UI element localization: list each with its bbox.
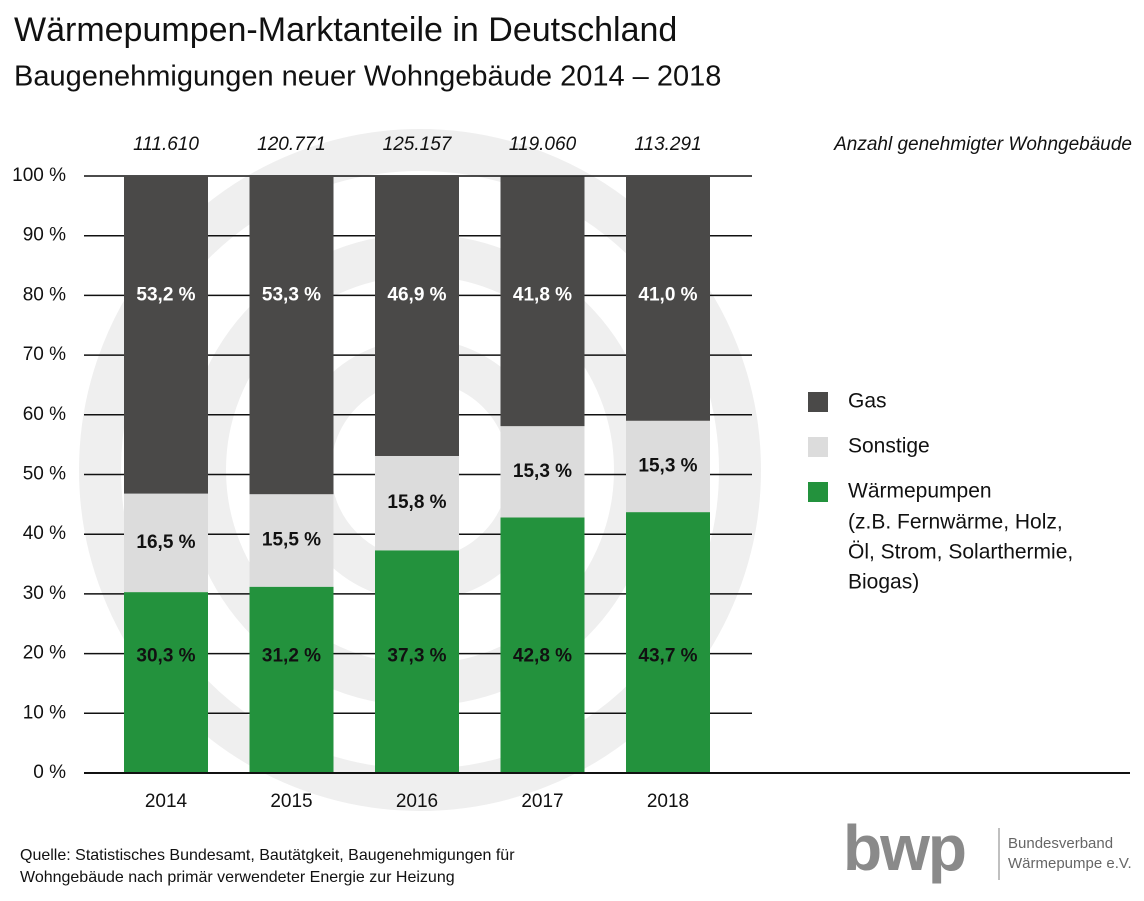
bar-segment <box>375 176 459 456</box>
bar-segment <box>249 586 334 773</box>
total-label: 125.157 <box>383 134 453 155</box>
value-label: 31,2 % <box>262 646 321 667</box>
y-tick-label: 0 % <box>33 762 66 783</box>
legend-detail: Öl, Strom, Solarthermie, <box>848 541 1073 564</box>
bar-segment <box>375 455 459 551</box>
value-label: 37,3 % <box>387 646 446 667</box>
y-tick-label: 10 % <box>23 702 66 723</box>
x-tick-label: 2018 <box>647 791 689 812</box>
value-label: 15,5 % <box>262 529 321 550</box>
y-tick-label: 50 % <box>23 464 66 485</box>
y-tick-label: 20 % <box>23 643 66 664</box>
logo-text: Bundesverband <box>1008 835 1113 852</box>
x-tick-label: 2015 <box>270 791 312 812</box>
y-tick-label: 40 % <box>23 523 66 544</box>
chart-title: Wärmepumpen-Marktanteile in Deutschland <box>14 11 677 49</box>
total-label: 120.771 <box>257 134 326 155</box>
value-label: 15,8 % <box>387 492 446 513</box>
y-tick-label: 90 % <box>23 225 66 246</box>
value-label: 53,3 % <box>262 284 321 305</box>
value-label: 16,5 % <box>136 532 195 553</box>
x-tick-label: 2016 <box>396 791 438 812</box>
legend-swatch <box>808 437 828 457</box>
x-tick-label: 2017 <box>521 791 563 812</box>
bar-segment <box>249 494 334 587</box>
y-tick-label: 60 % <box>23 404 66 425</box>
logo-text: Wärmepumpe e.V. <box>1008 855 1132 872</box>
bar-segment <box>124 176 208 494</box>
legend-detail: Biogas) <box>848 571 919 594</box>
value-label: 41,0 % <box>638 284 697 305</box>
value-label: 15,3 % <box>513 461 572 482</box>
bar-segment <box>500 176 585 427</box>
total-label: 111.610 <box>133 134 199 155</box>
legend-label: Wärmepumpen <box>848 480 992 503</box>
y-tick-label: 70 % <box>23 344 66 365</box>
value-label: 30,3 % <box>136 646 195 667</box>
bar-segment <box>626 176 710 421</box>
value-label: 53,2 % <box>136 284 195 305</box>
legend-swatch <box>808 482 828 502</box>
value-label: 42,8 % <box>513 646 572 667</box>
legend-detail: (z.B. Fernwärme, Holz, <box>848 511 1063 534</box>
legend-label: Gas <box>848 390 887 413</box>
y-tick-label: 30 % <box>23 583 66 604</box>
bar-segment <box>500 517 585 773</box>
bar-segment <box>124 592 208 773</box>
total-label: 113.291 <box>634 134 701 155</box>
legend-label: Sonstige <box>848 435 930 458</box>
value-label: 15,3 % <box>638 455 697 476</box>
value-label: 43,7 % <box>638 646 697 667</box>
logo-mark: bwp <box>843 812 965 884</box>
source: Quelle: Statistisches Bundesamt, Bautätg… <box>20 847 515 864</box>
totals-title: Anzahl genehmigter Wohngebäude <box>833 134 1132 155</box>
total-label: 119.060 <box>509 134 577 155</box>
value-label: 46,9 % <box>387 284 446 305</box>
bar-segment <box>626 420 710 513</box>
bar-segment <box>249 176 334 495</box>
bar-segment <box>500 426 585 518</box>
x-tick-label: 2014 <box>145 791 188 812</box>
value-label: 41,8 % <box>513 284 572 305</box>
y-tick-label: 80 % <box>23 284 66 305</box>
chart-subtitle: Baugenehmigungen neuer Wohngebäude 2014 … <box>14 61 721 93</box>
bar-segment <box>124 493 208 593</box>
bar-segment <box>375 550 459 773</box>
source: Wohngebäude nach primär verwendeter Ener… <box>20 869 455 886</box>
legend-swatch <box>808 392 828 412</box>
y-tick-label: 100 % <box>12 165 66 186</box>
bar-segment <box>626 512 710 773</box>
